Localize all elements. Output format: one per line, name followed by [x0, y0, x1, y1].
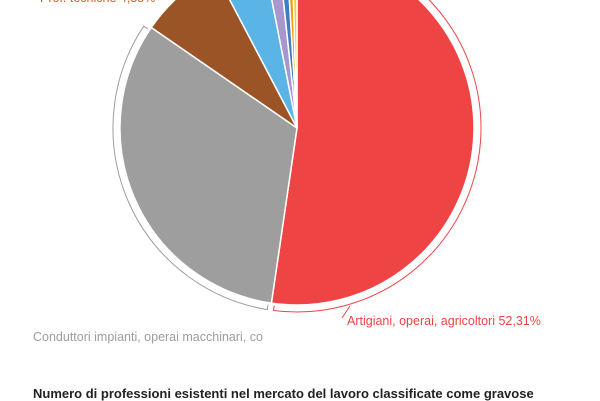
pie-slice-1	[119, 26, 298, 304]
slice-labels: Artigiani, operai, agricoltori 52,31% Con…	[33, 0, 541, 344]
slice-label-2: Prof. tecniche 4,35%	[40, 0, 155, 5]
pie-slice-4	[271, 0, 298, 129]
slice-label-1: Conduttori impianti, operai macchinari, …	[33, 330, 263, 344]
leader-connector-0	[341, 305, 351, 319]
pie-slice-7	[292, 0, 298, 129]
leader-line-1	[112, 25, 269, 311]
pie-slices	[119, 0, 475, 306]
slice-label-0: Artigiani, operai, agricoltori 52,31%	[347, 314, 541, 328]
label-leader-lines	[112, 0, 482, 319]
pie-slice-3	[228, 0, 298, 129]
pie-slice-0	[270, 0, 475, 306]
chart-caption: Numero di professioni esistenti nel merc…	[33, 386, 534, 401]
pie-slice-5	[282, 0, 298, 129]
pie-slice-2	[150, 0, 298, 129]
leader-line-0	[273, 0, 482, 313]
